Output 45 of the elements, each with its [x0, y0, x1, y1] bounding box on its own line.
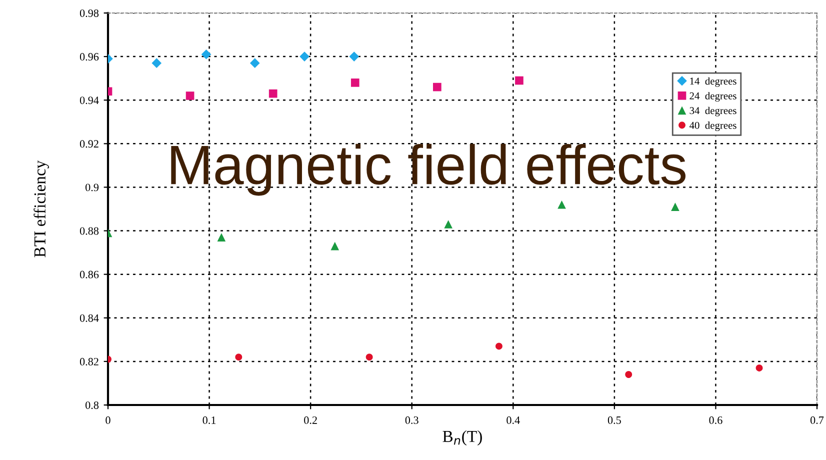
y-tick-label: 0.88	[80, 227, 99, 235]
y-tick-label: 0.92	[80, 140, 98, 148]
x-tick-label: 0.4	[506, 416, 520, 424]
legend-label: 40 degrees	[689, 122, 736, 132]
point	[495, 342, 502, 350]
point	[350, 78, 360, 87]
point	[625, 371, 632, 378]
point	[349, 52, 360, 62]
y-tick-label: 0.86	[80, 270, 99, 278]
legend-label: 24 degrees	[690, 92, 736, 102]
text: Magnetic field effects	[171, 144, 686, 196]
x-tick-label: 0.7	[810, 416, 824, 424]
point	[671, 202, 680, 211]
point	[515, 76, 524, 85]
x-tick-label: 0.5	[608, 416, 621, 424]
y-tick-label: 0.98	[80, 9, 99, 18]
x-tick-label: 0.2	[304, 416, 317, 424]
point	[186, 92, 194, 100]
y-tick-label: 0.96	[80, 53, 99, 61]
point	[201, 49, 212, 60]
y-tick-label: 0.84	[80, 314, 99, 322]
x-tick-label: 0.6	[709, 416, 722, 424]
legend-label: 14 degrees	[690, 77, 736, 87]
point	[366, 354, 373, 361]
point	[268, 89, 278, 98]
point	[558, 200, 566, 209]
y-axis-title: BTI efficiency	[34, 160, 49, 258]
y-tick-label: 0.8	[86, 401, 99, 410]
x-axis-title: B$_{n}$(T)	[442, 430, 482, 446]
y-tick-label: 0.9	[86, 184, 99, 192]
point	[330, 242, 340, 250]
legend-label: 34 degrees	[690, 106, 736, 116]
point	[235, 354, 242, 361]
y-tick-label: 0.82	[80, 358, 98, 366]
point	[217, 233, 226, 242]
point	[444, 220, 452, 228]
point	[250, 58, 260, 68]
point	[300, 52, 310, 62]
x-tick-label: 0.1	[202, 416, 216, 424]
x-tick-label: 0	[106, 416, 110, 424]
x-tick-label: 0.3	[405, 416, 418, 424]
point	[152, 58, 162, 68]
point	[756, 364, 763, 372]
y-tick-label: 0.94	[80, 96, 99, 104]
point	[433, 82, 442, 92]
